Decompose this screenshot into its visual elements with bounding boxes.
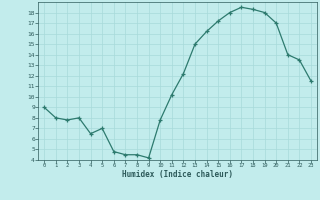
X-axis label: Humidex (Indice chaleur): Humidex (Indice chaleur) — [122, 170, 233, 179]
